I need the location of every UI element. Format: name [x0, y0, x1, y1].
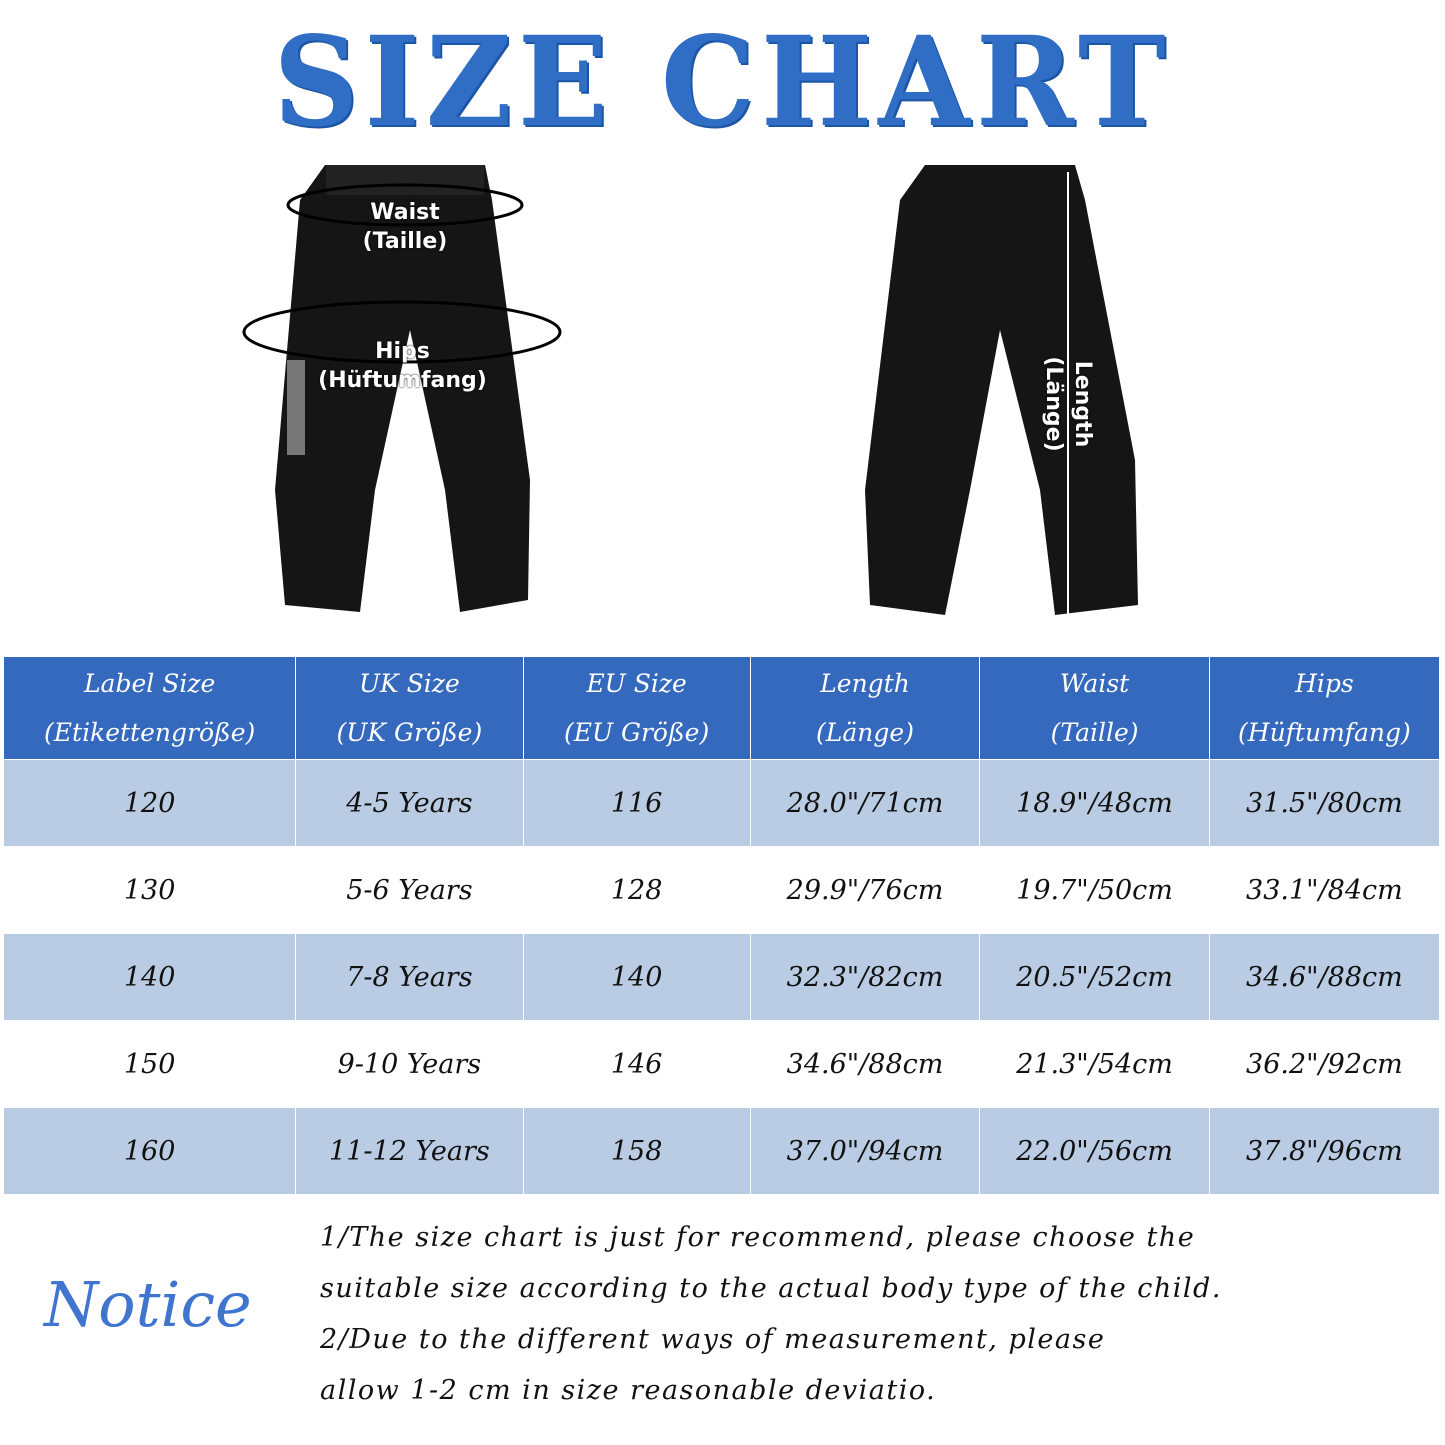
table-cell: 9-10 Years	[295, 1020, 524, 1108]
header-eu-size: EU Size (EU Größe)	[522, 656, 751, 760]
notice-heading: Notice	[44, 1268, 252, 1341]
size-table: Label Size (Etikettengröße) UK Size (UK Gr…	[2, 656, 1441, 1195]
table-cell: 33.1"/84cm	[1208, 846, 1441, 934]
table-cell: 5-6 Years	[295, 846, 524, 934]
header-uk-size: UK Size (UK Größe)	[295, 656, 524, 760]
notice-line: allow 1-2 cm in size reasonable deviatio…	[320, 1375, 937, 1406]
hips-label: Hips (Hüftumfang)	[318, 339, 487, 393]
hips-measure-ring	[242, 300, 562, 364]
table-cell: 20.5"/52cm	[979, 933, 1210, 1021]
table-cell: 120	[2, 759, 297, 847]
table-cell: 34.6"/88cm	[749, 1020, 981, 1108]
table-cell: 19.7"/50cm	[979, 846, 1210, 934]
pants-front-image	[242, 165, 562, 612]
table-cell: 32.3"/82cm	[749, 933, 981, 1021]
table-cell: 130	[2, 846, 297, 934]
brand-print	[287, 360, 305, 455]
table-cell: 7-8 Years	[295, 933, 524, 1021]
pants-back-image	[865, 165, 1138, 615]
notice-line: 1/The size chart is just for recommend, …	[320, 1222, 1196, 1253]
table-cell: 140	[522, 933, 751, 1021]
table-cell: 11-12 Years	[295, 1107, 524, 1195]
header-waist: Waist (Taille)	[979, 656, 1210, 760]
table-cell: 28.0"/71cm	[749, 759, 981, 847]
header-label-size: Label Size (Etikettengröße)	[2, 656, 297, 760]
table-cell: 36.2"/92cm	[1208, 1020, 1441, 1108]
table-cell: 21.3"/54cm	[979, 1020, 1210, 1108]
table-cell: 160	[2, 1107, 297, 1195]
length-label: Length (Länge)	[1041, 356, 1095, 452]
table-cell: 37.0"/94cm	[749, 1107, 981, 1195]
notice-text: 1/The size chart is just for recommend, …	[320, 1212, 1222, 1416]
table-row: 130 5-6 Years 128 29.9"/76cm 19.7"/50cm 33.1"…	[2, 846, 1441, 934]
waist-label: Waist (Taille)	[362, 200, 448, 254]
table-cell: 128	[522, 846, 751, 934]
page-title: SIZE CHART	[273, 8, 1172, 155]
table-cell: 4-5 Years	[295, 759, 524, 847]
table-cell: 31.5"/80cm	[1208, 759, 1441, 847]
table-row: 160 11-12 Years 158 37.0"/94cm 22.0"/56cm 37.…	[2, 1107, 1441, 1195]
table-row: 120 4-5 Years 116 28.0"/71cm 18.9"/48cm 31.5"…	[2, 759, 1441, 847]
table-cell: 34.6"/88cm	[1208, 933, 1441, 1021]
table-cell: 146	[522, 1020, 751, 1108]
table-cell: 29.9"/76cm	[749, 846, 981, 934]
table-cell: 22.0"/56cm	[979, 1107, 1210, 1195]
table-cell: 140	[2, 933, 297, 1021]
table-cell: 116	[522, 759, 751, 847]
table-cell: 37.8"/96cm	[1208, 1107, 1441, 1195]
table-row: 140 7-8 Years 140 32.3"/82cm 20.5"/52cm 34.6"…	[2, 933, 1441, 1021]
table-header-row: Label Size (Etikettengröße) UK Size (UK Gr…	[2, 656, 1441, 760]
header-hips: Hips (Hüftumfang)	[1208, 656, 1441, 760]
table-cell: 150	[2, 1020, 297, 1108]
waist-measure-ring	[286, 183, 524, 227]
notice-line: 2/Due to the different ways of measureme…	[320, 1324, 1106, 1355]
table-row: 150 9-10 Years 146 34.6"/88cm 21.3"/54cm 36.2…	[2, 1020, 1441, 1108]
header-length: Length (Länge)	[749, 656, 981, 760]
table-cell: 158	[522, 1107, 751, 1195]
table-cell: 18.9"/48cm	[979, 759, 1210, 847]
notice-line: suitable size according to the actual bo…	[320, 1273, 1222, 1304]
